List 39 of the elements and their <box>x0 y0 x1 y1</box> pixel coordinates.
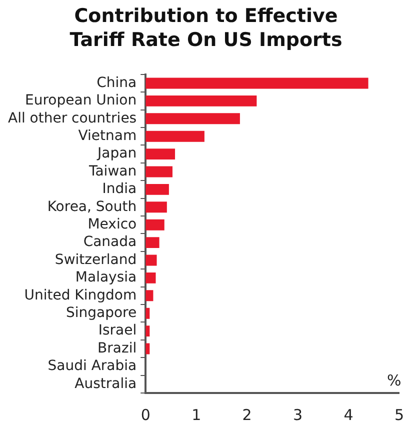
x-tick-label: 2 <box>242 406 252 424</box>
bar <box>146 95 257 106</box>
bar <box>146 272 156 284</box>
y-tick-label: China <box>96 74 137 91</box>
bar <box>146 254 157 266</box>
chart-title: Contribution to Effective Tariff Rate On US Imports <box>68 4 344 52</box>
y-tick-label: United Kingdom <box>24 287 137 304</box>
bar <box>146 290 154 302</box>
y-tick-label: Australia <box>74 376 137 392</box>
y-tick-label: Taiwan <box>88 163 137 180</box>
bar <box>146 237 160 248</box>
x-tick-label: 0 <box>140 406 150 424</box>
y-tick-label: Brazil <box>98 340 137 356</box>
y-tick-label: Korea, South <box>47 198 137 215</box>
y-tick-label: Switzerland <box>54 252 137 268</box>
bar <box>146 113 240 124</box>
y-tick-label: Saudi Arabia <box>48 358 137 374</box>
y-tick-label: India <box>102 181 137 198</box>
y-tick-label: Japan <box>96 146 137 162</box>
bar <box>146 219 164 230</box>
bar <box>146 130 204 142</box>
bar <box>146 148 176 160</box>
y-tick-label: Singapore <box>66 304 137 321</box>
y-tick-label: Canada <box>83 234 137 250</box>
y-tick-label: All other countries <box>8 110 137 126</box>
y-tick-label: Mexico <box>88 216 137 232</box>
x-tick-label: 1 <box>192 406 202 424</box>
x-tick-label: 3 <box>293 406 303 424</box>
bar <box>146 202 167 213</box>
y-tick-label: Vietnam <box>78 128 137 144</box>
x-tick-label: 4 <box>344 406 354 424</box>
x-tick-label: 5 <box>394 406 404 424</box>
y-tick-label: European Union <box>25 92 137 109</box>
bar <box>146 184 169 195</box>
x-axis-title: % <box>386 371 402 390</box>
bar <box>146 166 172 178</box>
y-tick-label: Israel <box>98 322 137 339</box>
y-tick-label: Malaysia <box>75 270 137 286</box>
bar <box>146 78 368 89</box>
